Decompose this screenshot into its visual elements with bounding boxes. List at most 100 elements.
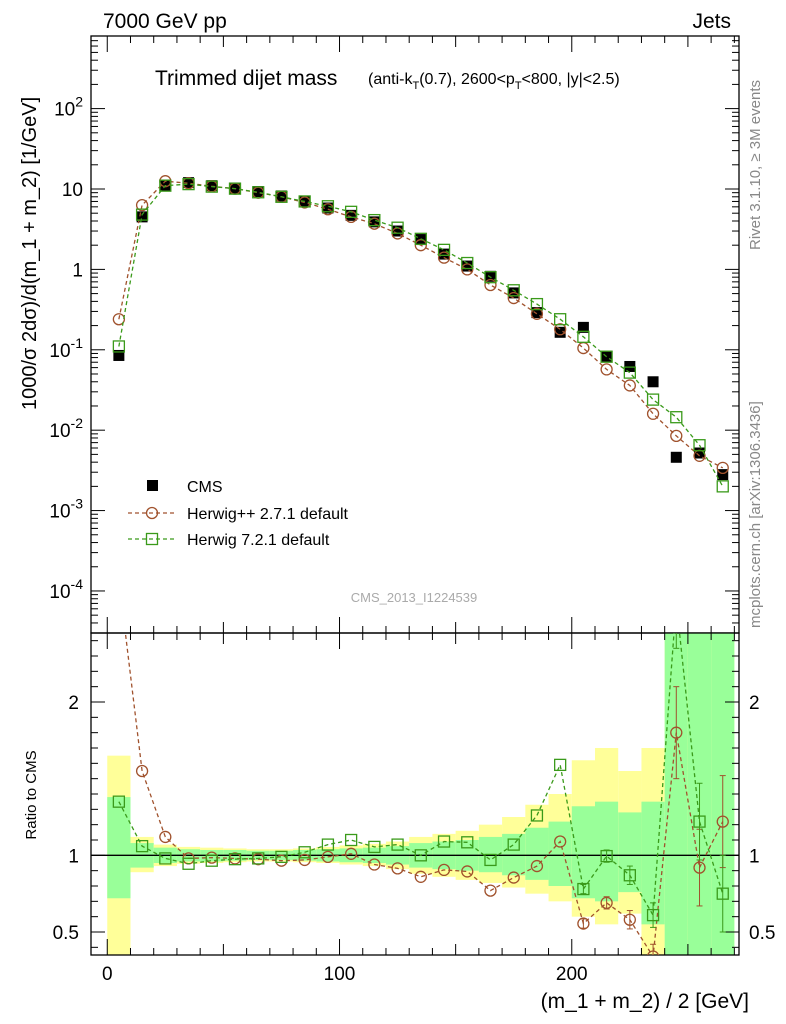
- cms-data-point: [229, 182, 241, 194]
- ratio-herwig7-point: [391, 838, 404, 851]
- herwig7-point: [670, 411, 683, 424]
- cms-data-point: [136, 211, 148, 223]
- ratio-herwig7-point: [414, 849, 427, 862]
- inner-uncertainty-band: [107, 797, 131, 899]
- rivet-version-label: Rivet 3.1.10, ≥ 3M events: [747, 80, 764, 250]
- ratio-herwigpp-point: [159, 830, 172, 844]
- herwig7-point: [507, 284, 520, 297]
- herwig7-point: [437, 243, 451, 257]
- cms-data-point: [183, 177, 195, 189]
- herwig7-point: [321, 200, 335, 213]
- ratio-herwig7-point: [368, 840, 381, 854]
- herwigpp-point: [414, 239, 427, 252]
- y-tick-label-ratio-right: 2: [749, 693, 760, 714]
- ratio-herwigpp-point: [368, 858, 381, 871]
- ratio-herwigpp-point: [647, 950, 660, 955]
- cms-data-point: [694, 447, 706, 459]
- herwig7-point: [484, 271, 497, 284]
- herwig7-point: [228, 182, 242, 195]
- ratio-herwigpp-point: [530, 859, 544, 873]
- cms-data-point: [484, 270, 496, 282]
- ratio-series-layer: [112, 597, 729, 955]
- cms-data-point: [531, 307, 543, 319]
- legend-herwigpp-marker: [145, 506, 159, 520]
- ratio-y-axis-label: Ratio to CMS: [23, 750, 40, 839]
- series-line-2: [118, 183, 724, 487]
- cms-data-point: [368, 216, 380, 228]
- y-tick-label-main: 10: [62, 180, 83, 201]
- x-tick-label: 200: [556, 964, 588, 985]
- herwigpp-point: [461, 263, 474, 276]
- y-tick-label-main: 10-4: [49, 576, 83, 603]
- ratio-herwig7-point: [507, 838, 520, 851]
- herwig7-point: [646, 393, 660, 406]
- y-tick-label-main: 1: [72, 260, 83, 281]
- cms-data-point: [717, 469, 729, 481]
- y-tick-label-ratio-right: 1: [749, 846, 760, 867]
- inner-uncertainty-band: [571, 806, 595, 899]
- legend-cms-label: CMS: [187, 479, 223, 496]
- series-line-1: [118, 180, 724, 469]
- x-axis-label: (m_1 + m_2) / 2 [GeV]: [541, 990, 749, 1013]
- ratio-herwig7-point: [530, 809, 544, 822]
- cms-data-point: [275, 190, 287, 202]
- herwigpp-point: [507, 291, 520, 305]
- cms-data-point: [322, 202, 334, 214]
- herwig7-point: [693, 439, 706, 452]
- herwigpp-point: [484, 278, 497, 292]
- y-tick-label-main: 10-1: [49, 335, 83, 362]
- herwigpp-point: [437, 251, 451, 264]
- herwig7-point: [716, 480, 729, 493]
- energy-label: 7000 GeV pp: [103, 10, 227, 33]
- y-tick-label-ratio-left: 0.5: [53, 923, 79, 944]
- ratio-herwigpp-point: [623, 913, 636, 926]
- herwigpp-point: [670, 429, 683, 443]
- ratio-axes: 0 100 200 0.5 0.5 1 1 2 2: [53, 632, 775, 985]
- legend-herwigpp-label: Herwig++ 2.7.1 default: [187, 506, 349, 523]
- ratio-herwig7-point: [623, 869, 636, 882]
- herwig7-point: [112, 340, 126, 353]
- ratio-herwig7-point: [298, 846, 311, 859]
- herwig7-point: [530, 297, 544, 311]
- herwigpp-point: [600, 363, 613, 376]
- herwig7-point: [135, 208, 149, 221]
- cms-data-point: [252, 186, 264, 198]
- ratio-herwigpp-point: [461, 865, 474, 878]
- herwig7-point: [344, 205, 358, 218]
- ratio-herwigpp-point: [135, 764, 149, 778]
- ratio-herwig7-point: [437, 835, 451, 848]
- ratio-herwig7-point: [646, 908, 660, 922]
- ratio-herwig7-point: [159, 852, 172, 865]
- ratio-herwig7-point: [693, 815, 706, 828]
- chart-subtitle: (anti-kT(0.7), 2600<pT<800, |y|<2.5): [368, 71, 620, 92]
- x-tick-label: 100: [324, 964, 356, 985]
- herwigpp-point: [112, 313, 126, 326]
- ratio-herwig7-point: [461, 836, 474, 849]
- legend-cms-marker: [147, 480, 158, 491]
- ratio-herwigpp-point: [577, 917, 590, 930]
- inner-uncertainty-band: [502, 833, 526, 876]
- herwig7-point: [391, 221, 404, 234]
- ratio-herwigpp-point: [554, 835, 567, 848]
- ratio-herwig7-point: [228, 853, 242, 866]
- herwigpp-point: [577, 341, 590, 355]
- ratio-herwig7-point: [716, 887, 729, 900]
- ratio-herwigpp-point: [600, 896, 613, 910]
- inner-uncertainty-band: [548, 821, 572, 886]
- y-tick-label-main: 10-2: [49, 415, 83, 442]
- main-y-axis-label: 1000/σ 2dσ)/d(m_1 + m_2) [1/GeV]: [19, 97, 41, 410]
- y-tick-label-ratio-right: 0.5: [749, 923, 775, 944]
- cms-data-point: [577, 321, 589, 333]
- main-series-layer: [112, 175, 729, 493]
- ratio-herwig7-point: [135, 839, 149, 853]
- ratio-herwig7-point: [671, 597, 682, 608]
- ratio-herwigpp-point: [507, 871, 520, 884]
- cms-data-point: [438, 248, 450, 260]
- ratio-line-1: [118, 633, 724, 918]
- x-tick-label: 0: [102, 964, 113, 985]
- ratio-herwigpp-point: [344, 847, 358, 860]
- legend-herwig7-marker: [145, 532, 159, 546]
- cms-data-point: [647, 376, 659, 388]
- herwigpp-point: [135, 198, 149, 212]
- ratio-herwig7-point: [112, 795, 126, 808]
